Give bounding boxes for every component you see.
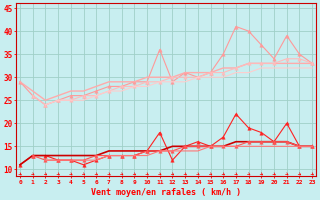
X-axis label: Vent moyen/en rafales ( km/h ): Vent moyen/en rafales ( km/h ) (91, 188, 241, 197)
